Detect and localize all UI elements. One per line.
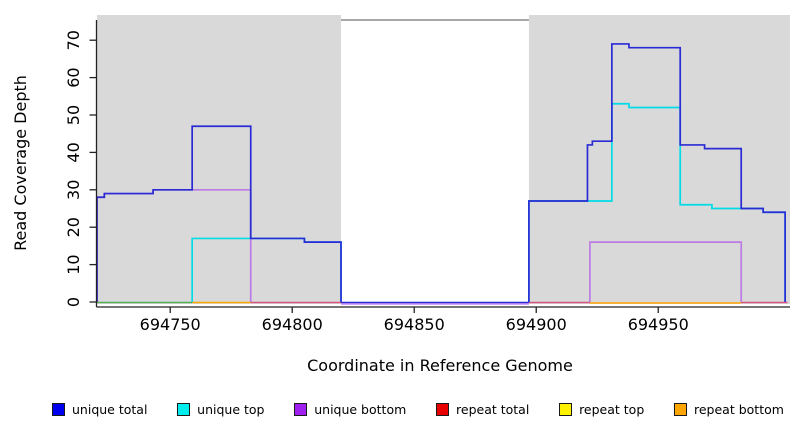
y-tick-label: 0 bbox=[64, 297, 83, 307]
legend-item-unique-total: unique total bbox=[52, 402, 147, 417]
shaded-region bbox=[528, 15, 790, 304]
legend-label: repeat bottom bbox=[694, 402, 784, 417]
coverage-plot: 694750 694800 694850 694900 694950 0 10 20 30 40 5… bbox=[11, 15, 790, 375]
legend-label: repeat total bbox=[456, 402, 530, 417]
y-tick-label: 70 bbox=[64, 30, 83, 50]
x-tick-label: 694750 bbox=[140, 315, 201, 334]
legend: unique total unique top unique bottom repea… bbox=[52, 402, 784, 417]
series-unique-total bbox=[96, 43, 786, 302]
y-tick-label: 10 bbox=[64, 254, 83, 274]
legend-label: unique total bbox=[72, 402, 148, 417]
y-axis-title: Read Coverage Depth bbox=[11, 75, 30, 251]
legend-label: repeat top bbox=[579, 402, 645, 417]
y-tick-label: 30 bbox=[64, 180, 83, 200]
y-tick-label: 20 bbox=[64, 217, 83, 237]
legend-swatch-repeat-top bbox=[559, 403, 573, 416]
legend-item-repeat-total: repeat total bbox=[436, 402, 529, 417]
x-tick-label: 694800 bbox=[262, 315, 323, 334]
legend-swatch-unique-bottom bbox=[294, 403, 308, 416]
legend-swatch-repeat-bottom bbox=[674, 403, 687, 416]
x-tick-label: 694850 bbox=[384, 315, 445, 334]
legend-swatch-unique-total bbox=[52, 403, 65, 416]
y-tick-label: 40 bbox=[64, 142, 83, 162]
y-tick-label: 60 bbox=[64, 67, 83, 87]
legend-item-repeat-bottom: repeat bottom bbox=[674, 402, 784, 417]
legend-swatch-repeat-total bbox=[436, 403, 450, 416]
legend-item-repeat-top: repeat top bbox=[559, 402, 644, 417]
plot-layers: 694750 694800 694850 694900 694950 0 10 20 30 40 5… bbox=[64, 15, 790, 334]
legend-item-unique-top: unique top bbox=[177, 402, 264, 417]
x-tick-label: 694900 bbox=[506, 315, 567, 334]
shaded-region bbox=[97, 15, 342, 304]
y-tick-label: 50 bbox=[64, 105, 83, 125]
x-axis-title: Coordinate in Reference Genome bbox=[307, 356, 573, 375]
x-tick-label: 694950 bbox=[628, 315, 689, 334]
legend-swatch-unique-top bbox=[177, 403, 191, 416]
legend-label: unique bottom bbox=[314, 402, 407, 417]
legend-item-unique-bottom: unique bottom bbox=[294, 402, 406, 417]
legend-label: unique top bbox=[197, 402, 265, 417]
